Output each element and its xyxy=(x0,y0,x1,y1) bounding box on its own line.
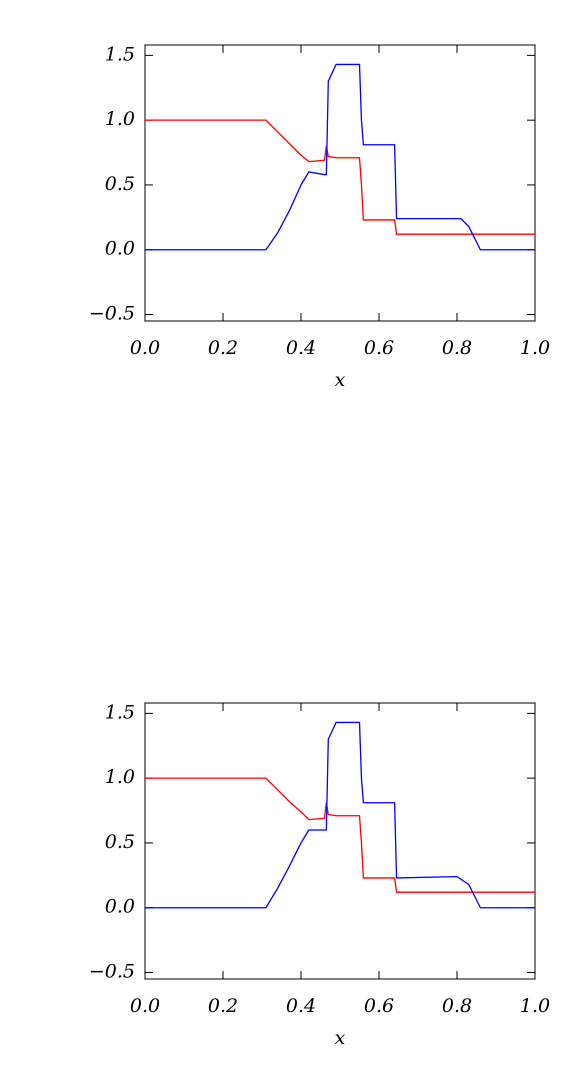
plot-frame xyxy=(144,44,536,322)
data-line xyxy=(145,721,535,909)
x-tick-label: 0.8 xyxy=(442,337,472,359)
x-tick-label: 0.4 xyxy=(286,337,316,359)
x-tick-label: 1.0 xyxy=(520,995,550,1017)
x-tick-label: 0.2 xyxy=(208,995,238,1017)
y-tick-label: 1.0 xyxy=(105,766,135,788)
x-axis-label: x xyxy=(335,1027,346,1049)
x-tick-label: 1.0 xyxy=(520,337,550,359)
y-tick-label: 1.5 xyxy=(105,701,135,723)
x-axis-label: x xyxy=(335,369,346,391)
x-tick-label: 0.6 xyxy=(364,337,394,359)
y-tick-label: 0.5 xyxy=(105,173,135,195)
y-tick-label: 0.0 xyxy=(105,896,135,918)
x-tick-label: 0.0 xyxy=(130,337,160,359)
data-line xyxy=(145,777,535,893)
plot-frame xyxy=(144,702,536,980)
y-tick-label: 0.0 xyxy=(105,238,135,260)
x-tick-label: 0.8 xyxy=(442,995,472,1017)
x-tick-label: 0.4 xyxy=(286,995,316,1017)
y-tick-label: −0.5 xyxy=(89,961,135,983)
data-line xyxy=(145,63,535,251)
y-tick-label: 1.5 xyxy=(105,43,135,65)
x-tick-label: 0.2 xyxy=(208,337,238,359)
y-tick-label: 0.5 xyxy=(105,831,135,853)
x-tick-label: 0.6 xyxy=(364,995,394,1017)
x-tick-label: 0.0 xyxy=(130,995,160,1017)
data-line xyxy=(145,119,535,235)
y-tick-label: 1.0 xyxy=(105,108,135,130)
y-tick-label: −0.5 xyxy=(89,303,135,325)
